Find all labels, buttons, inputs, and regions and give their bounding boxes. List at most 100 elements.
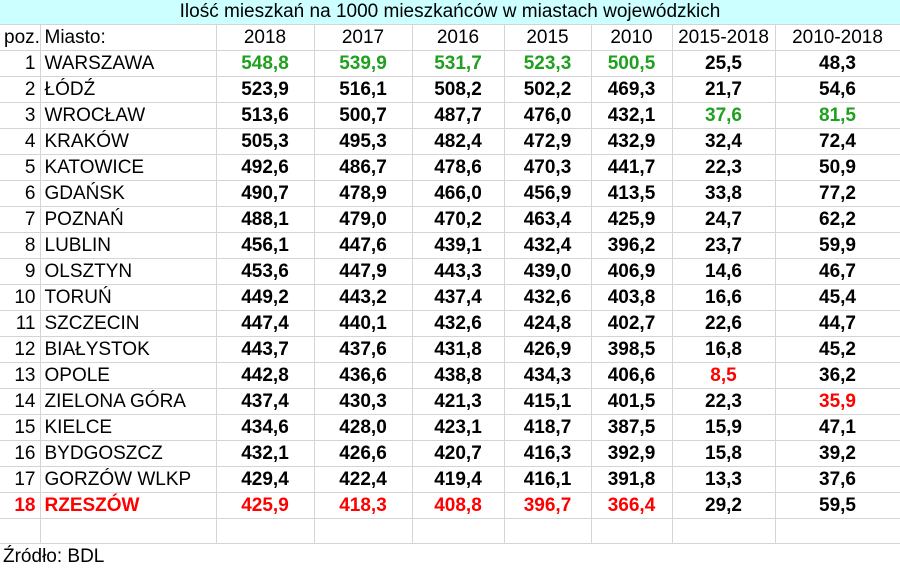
header-cell-2018: 2018: [216, 24, 315, 51]
value-cell: 416,3: [504, 440, 592, 467]
value-cell: 47,1: [775, 414, 900, 441]
value-cell: 429,4: [216, 466, 315, 493]
value-cell: 437,4: [216, 388, 315, 415]
value-cell: 77,2: [775, 180, 900, 207]
value-cell: 443,7: [216, 336, 315, 363]
city-name: KRAKÓW: [40, 128, 217, 155]
value-cell: 505,3: [216, 128, 315, 155]
value-cell: 406,6: [591, 362, 673, 389]
value-cell: 33,8: [672, 180, 776, 207]
value-cell: 487,7: [412, 102, 505, 129]
row-position: 7: [0, 206, 41, 233]
value-cell: 387,5: [591, 414, 673, 441]
city-name: BIAŁYSTOK: [40, 336, 217, 363]
value-cell: 453,6: [216, 258, 315, 285]
value-cell: 32,4: [672, 128, 776, 155]
value-cell: 406,9: [591, 258, 673, 285]
row-position: 15: [0, 414, 41, 441]
value-cell: 432,9: [591, 128, 673, 155]
value-cell: 449,2: [216, 284, 315, 311]
value-cell: 492,6: [216, 154, 315, 181]
value-cell: 469,3: [591, 76, 673, 103]
city-name: OLSZTYN: [40, 258, 217, 285]
row-position: 1: [0, 50, 41, 77]
data-table: poz. Miasto: 2018 2017 2016 2015 2010 20…: [0, 24, 900, 544]
value-cell: 443,3: [412, 258, 505, 285]
city-name: LUBLIN: [40, 232, 217, 259]
table-row: 7 POZNAŃ 488,1 479,0 470,2 463,4 425,9 24,7 62,2: [0, 206, 900, 233]
value-cell: 366,4: [591, 492, 673, 519]
value-cell: 425,9: [591, 206, 673, 233]
value-cell: 431,8: [412, 336, 505, 363]
value-cell: 482,4: [412, 128, 505, 155]
value-cell: 516,1: [314, 76, 413, 103]
value-cell: 35,9: [775, 388, 900, 415]
value-cell: 488,1: [216, 206, 315, 233]
value-cell: 432,1: [591, 102, 673, 129]
value-cell: 401,5: [591, 388, 673, 415]
value-cell: 398,5: [591, 336, 673, 363]
row-position: 11: [0, 310, 41, 337]
value-cell: 45,2: [775, 336, 900, 363]
city-name: GDAŃSK: [40, 180, 217, 207]
value-cell: 54,6: [775, 76, 900, 103]
city-name: ZIELONA GÓRA: [40, 388, 217, 415]
header-cell-2010-2018: 2010-2018: [775, 24, 900, 51]
value-cell: 403,8: [591, 284, 673, 311]
value-cell: 416,1: [504, 466, 592, 493]
value-cell: 470,2: [412, 206, 505, 233]
value-cell: 548,8: [216, 50, 315, 77]
value-cell: 29,2: [672, 492, 776, 519]
value-cell: 15,8: [672, 440, 776, 467]
table-row: 13 OPOLE 442,8 436,6 438,8 434,3 406,6 8,5 36,2: [0, 362, 900, 389]
source-note: Źródło: BDL: [3, 546, 105, 567]
value-cell: 22,6: [672, 310, 776, 337]
value-cell: 50,9: [775, 154, 900, 181]
row-position: 3: [0, 102, 41, 129]
value-cell: 430,3: [314, 388, 413, 415]
table-row: 6 GDAŃSK 490,7 478,9 466,0 456,9 413,5 33,8 77,2: [0, 180, 900, 207]
value-cell: 36,2: [775, 362, 900, 389]
table-row: 18 RZESZÓW 425,9 418,3 408,8 396,7 366,4 29,2 59…: [0, 492, 900, 519]
row-position: 12: [0, 336, 41, 363]
value-cell: 396,2: [591, 232, 673, 259]
table-row: 1 WARSZAWA 548,8 539,9 531,7 523,3 500,5 25,5 48…: [0, 50, 900, 77]
value-cell: 48,3: [775, 50, 900, 77]
value-cell: 437,6: [314, 336, 413, 363]
value-cell: 513,6: [216, 102, 315, 129]
value-cell: 25,5: [672, 50, 776, 77]
value-cell: 440,1: [314, 310, 413, 337]
value-cell: 81,5: [775, 102, 900, 129]
value-cell: 432,6: [504, 284, 592, 311]
row-position: 9: [0, 258, 41, 285]
value-cell: 432,4: [504, 232, 592, 259]
value-cell: 479,0: [314, 206, 413, 233]
value-cell: 439,0: [504, 258, 592, 285]
header-cell-pos: poz.: [0, 24, 41, 51]
table-row: 11 SZCZECIN 447,4 440,1 432,6 424,8 402,7 22,6 4…: [0, 310, 900, 337]
value-cell: 441,7: [591, 154, 673, 181]
value-cell: 495,3: [314, 128, 413, 155]
table-row: 9 OLSZTYN 453,6 447,9 443,3 439,0 406,9 14,6 46,…: [0, 258, 900, 285]
city-name: KIELCE: [40, 414, 217, 441]
value-cell: 392,9: [591, 440, 673, 467]
value-cell: 15,9: [672, 414, 776, 441]
city-name: WROCŁAW: [40, 102, 217, 129]
value-cell: 426,9: [504, 336, 592, 363]
value-cell: 447,6: [314, 232, 413, 259]
value-cell: 439,1: [412, 232, 505, 259]
value-cell: 59,5: [775, 492, 900, 519]
row-position: 14: [0, 388, 41, 415]
value-cell: 447,4: [216, 310, 315, 337]
value-cell: 37,6: [672, 102, 776, 129]
value-cell: 428,0: [314, 414, 413, 441]
value-cell: 418,7: [504, 414, 592, 441]
table-row: 15 KIELCE 434,6 428,0 423,1 418,7 387,5 15,9 47,…: [0, 414, 900, 441]
city-name: GORZÓW WLKP: [40, 466, 217, 493]
table-row: 2 ŁÓDŹ 523,9 516,1 508,2 502,2 469,3 21,7 54,6: [0, 76, 900, 103]
value-cell: 22,3: [672, 388, 776, 415]
value-cell: 39,2: [775, 440, 900, 467]
value-cell: 424,8: [504, 310, 592, 337]
value-cell: 478,9: [314, 180, 413, 207]
